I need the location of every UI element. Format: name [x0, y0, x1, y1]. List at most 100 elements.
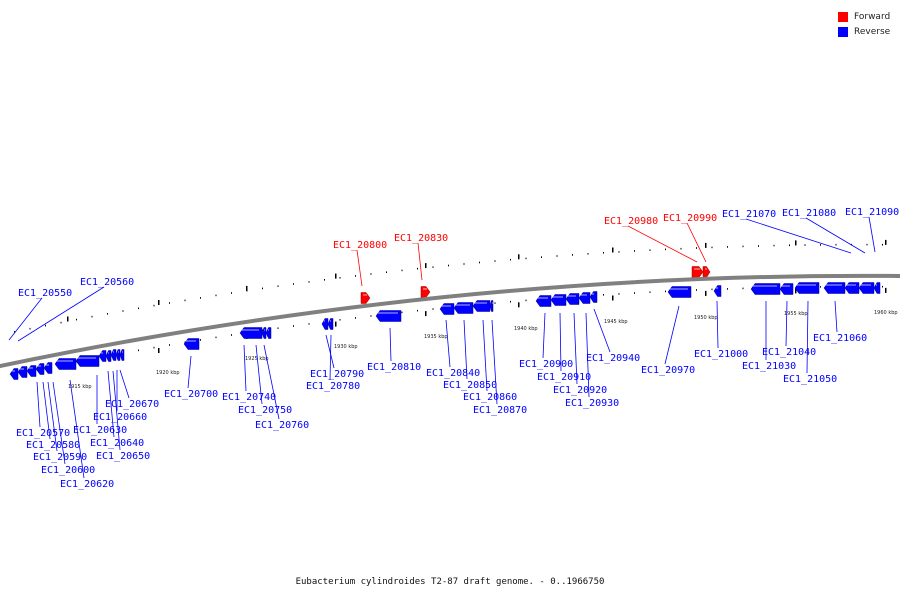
- gene-label-ec1-20740[interactable]: EC1_20740: [222, 392, 276, 403]
- gene-highlight: [12, 370, 15, 372]
- gene-label-ec1-20790[interactable]: EC1_20790: [310, 369, 364, 380]
- minor-tick-lower: [727, 288, 728, 290]
- gene-feature-ec1-20700[interactable]: [183, 338, 200, 350]
- gene-feature-ec1-20930[interactable]: [578, 292, 591, 304]
- gene-label-ec1-21080[interactable]: EC1_21080: [782, 208, 836, 219]
- gene-feature-ec1-20940[interactable]: [589, 291, 598, 303]
- gene-feature-ec1-20920[interactable]: [565, 293, 580, 305]
- gene-feature-ec1-20780[interactable]: [327, 318, 334, 330]
- minor-tick-upper: [200, 297, 201, 299]
- gene-label-ec1-20800[interactable]: EC1_20800: [333, 240, 387, 251]
- gene-feature-ec1-20790[interactable]: [321, 318, 329, 330]
- gene-label-ec1-20640[interactable]: EC1_20640: [90, 438, 144, 449]
- gene-label-ec1-20590[interactable]: EC1_20590: [33, 452, 87, 463]
- gene-feature-ec1-20800[interactable]: [360, 292, 371, 304]
- gene-label-ec1-20670[interactable]: EC1_20670: [105, 399, 159, 410]
- gene-label-ec1-21000[interactable]: EC1_21000: [694, 349, 748, 360]
- gene-label-ec1-20700[interactable]: EC1_20700: [164, 389, 218, 400]
- gene-feature-ec1-21090[interactable]: [873, 282, 881, 294]
- gene-label-ec1-20560[interactable]: EC1_20560: [80, 277, 134, 288]
- gene-label-ec1-20780[interactable]: EC1_20780: [306, 381, 360, 392]
- gene-label-ec1-21090[interactable]: EC1_21090: [845, 207, 899, 218]
- gene-label-ec1-20970[interactable]: EC1_20970: [641, 365, 695, 376]
- gene-label-ec1-20810[interactable]: EC1_20810: [367, 362, 421, 373]
- gene-feature-ec1-21070[interactable]: [844, 282, 860, 294]
- gene-label-ec1-20650[interactable]: EC1_20650: [96, 451, 150, 462]
- gene-feature-ec1-20570[interactable]: [26, 365, 37, 377]
- gene-feature-ec1-20990[interactable]: [702, 266, 711, 278]
- gene-label-ec1-21060[interactable]: EC1_21060: [813, 333, 867, 344]
- gene-feature-ec1-20870[interactable]: [489, 300, 494, 312]
- scale-tick-label: 1940 kbp: [514, 326, 538, 332]
- gene-label-ec1-21040[interactable]: EC1_21040: [762, 347, 816, 358]
- gene-highlight: [861, 284, 871, 286]
- gene-feature-ec1-20810[interactable]: [375, 310, 402, 322]
- gene-label-ec1-20840[interactable]: EC1_20840: [426, 368, 480, 379]
- gene-label-ec1-20760[interactable]: EC1_20760: [255, 420, 309, 431]
- gene-label-ec1-21030[interactable]: EC1_21030: [742, 361, 796, 372]
- gene-feature-ec1-20590[interactable]: [43, 362, 53, 374]
- gene-feature-ec1-20840[interactable]: [439, 303, 455, 315]
- minor-tick-upper: [758, 245, 759, 247]
- gene-label-ec1-20550[interactable]: EC1_20550: [18, 288, 72, 299]
- gene-labels: EC1_20550EC1_20560EC1_20570EC1_20580EC1_…: [8, 207, 899, 490]
- gene-feature-ec1-20580[interactable]: [35, 363, 45, 375]
- gene-feature-ec1-21000[interactable]: [713, 285, 722, 297]
- gene-feature-ec1-20760[interactable]: [265, 327, 272, 339]
- gene-feature-ec1-21080[interactable]: [858, 282, 875, 294]
- gene-feature-ec1-21040[interactable]: [779, 283, 794, 295]
- gene-label-ec1-20660[interactable]: EC1_20660: [93, 412, 147, 423]
- gene-feature-ec1-20850[interactable]: [453, 302, 474, 314]
- gene-label-ec1-20870[interactable]: EC1_20870: [473, 405, 527, 416]
- legend-item-forward: Forward: [838, 9, 890, 24]
- gene-label-ec1-21050[interactable]: EC1_21050: [783, 374, 837, 385]
- gene-feature-ec1-21050[interactable]: [794, 282, 820, 294]
- gene-label-ec1-20980[interactable]: EC1_20980: [604, 216, 658, 227]
- gene-label-ec1-20900[interactable]: EC1_20900: [519, 359, 573, 370]
- minor-tick-lower: [742, 287, 744, 290]
- gene-feature-ec1-20860[interactable]: [472, 300, 491, 312]
- gene-feature-ec1-20750[interactable]: [261, 327, 267, 339]
- gene-feature-ec1-20830[interactable]: [420, 286, 431, 298]
- gene-feature-ec1-20970[interactable]: [667, 286, 692, 298]
- gene-label-ec1-20570[interactable]: EC1_20570: [16, 428, 70, 439]
- gene-feature-ec1-20910[interactable]: [550, 294, 567, 306]
- gene-feature-ec1-20600[interactable]: [54, 358, 77, 370]
- gene-label-ec1-21070[interactable]: EC1_21070: [722, 209, 776, 220]
- gene-label-ec1-20750[interactable]: EC1_20750: [238, 405, 292, 416]
- minor-tick-upper: [215, 294, 217, 297]
- gene-feature-ec1-20550[interactable]: [9, 368, 19, 380]
- gene-feature-ec1-20900[interactable]: [535, 295, 552, 307]
- gene-feature-ec1-20980[interactable]: [691, 266, 704, 278]
- gene-label-ec1-20630[interactable]: EC1_20630: [73, 425, 127, 436]
- minor-tick-lower: [603, 294, 604, 296]
- gene-label-ec1-20910[interactable]: EC1_20910: [537, 372, 591, 383]
- gene-feature-ec1-20660[interactable]: [115, 349, 121, 361]
- minor-tick-upper: [510, 258, 511, 261]
- gene-label-ec1-20850[interactable]: EC1_20850: [443, 380, 497, 391]
- gene-feature-ec1-21060[interactable]: [823, 282, 846, 294]
- gene-label-ec1-20580[interactable]: EC1_20580: [26, 440, 80, 451]
- gene-label-ec1-20830[interactable]: EC1_20830: [394, 233, 448, 244]
- gene-label-ec1-20620[interactable]: EC1_20620: [60, 479, 114, 490]
- gene-feature-ec1-20740[interactable]: [239, 327, 263, 339]
- gene-feature-ec1-20560[interactable]: [17, 366, 28, 378]
- scale-tick-label: 1935 kbp: [424, 334, 448, 340]
- gene-feature-ec1-20620[interactable]: [75, 355, 100, 367]
- gene-feature-ec1-21030[interactable]: [750, 283, 781, 295]
- gene-label-ec1-20930[interactable]: EC1_20930: [565, 398, 619, 409]
- gene-label-leader: [482, 319, 488, 392]
- gene-feature-ec1-20640[interactable]: [105, 350, 112, 362]
- gene-feature-ec1-20650[interactable]: [110, 349, 117, 361]
- minor-tick-upper: [417, 267, 418, 270]
- gene-label-ec1-20860[interactable]: EC1_20860: [463, 392, 517, 403]
- gene-highlight: [705, 268, 707, 270]
- gene-feature-ec1-20670[interactable]: [119, 349, 125, 361]
- gene-label-leader: [785, 300, 788, 347]
- gene-label-ec1-20920[interactable]: EC1_20920: [553, 385, 607, 396]
- gene-label-ec1-20940[interactable]: EC1_20940: [586, 353, 640, 364]
- minor-tick-lower: [308, 323, 310, 325]
- gene-label-ec1-20600[interactable]: EC1_20600: [41, 465, 95, 476]
- gene-feature-ec1-20630[interactable]: [98, 350, 107, 362]
- gene-label-ec1-20990[interactable]: EC1_20990: [663, 213, 717, 224]
